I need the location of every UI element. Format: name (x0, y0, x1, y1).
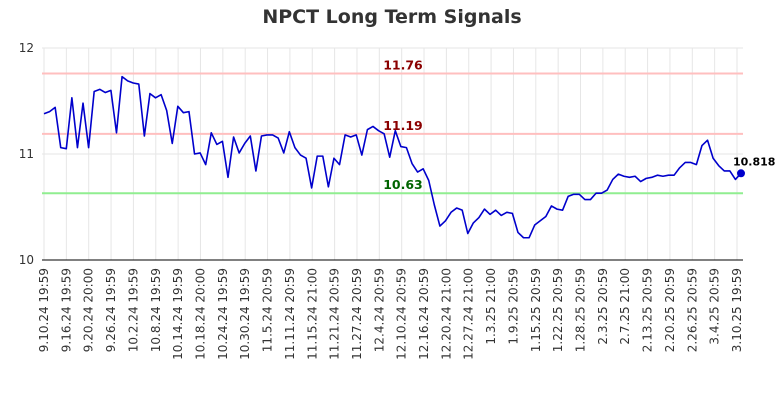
x-tick-label: 11.5.24 20:59 (261, 268, 275, 352)
x-tick-label: 2.13.25 20:59 (641, 268, 655, 352)
chart-title: NPCT Long Term Signals (262, 6, 522, 28)
x-tick-label: 1.15.25 20:59 (529, 268, 543, 352)
x-tick-label: 12.16.24 20:59 (417, 268, 431, 360)
x-tick-label: 11.21.24 20:59 (328, 268, 342, 360)
x-tick-label: 2.7.25 21:00 (618, 268, 632, 345)
x-tick-label: 9.10.24 19:59 (37, 268, 51, 352)
reference-line-label: 11.76 (383, 57, 423, 72)
y-tick-label: 12 (19, 41, 34, 55)
x-tick-label: 10.30.24 19:59 (238, 268, 252, 360)
x-tick-label: 12.20.24 21:00 (439, 268, 453, 360)
x-tick-label: 12.27.24 21:00 (462, 268, 476, 360)
x-tick-label: 1.9.25 20:59 (506, 268, 520, 345)
x-tick-label: 9.20.24 20:00 (82, 268, 96, 352)
x-tick-label: 2.20.25 20:59 (663, 268, 677, 352)
x-tick-label: 10.24.24 19:59 (216, 268, 230, 360)
series-line (43, 75, 742, 239)
x-tick-label: 3.4.25 20:59 (708, 268, 722, 345)
x-tick-label: 10.14.24 19:59 (171, 268, 185, 360)
reference-line-label: 11.19 (383, 118, 423, 133)
y-tick-label: 11 (19, 147, 34, 161)
x-tick-label: 11.27.24 20:59 (350, 268, 364, 360)
x-tick-label: 2.3.25 20:59 (596, 268, 610, 345)
x-tick-label: 10.8.24 19:59 (149, 268, 163, 352)
last-point-marker (737, 169, 745, 178)
x-tick-label: 10.2.24 19:59 (126, 268, 140, 352)
last-value-label: 10.818 (733, 155, 775, 168)
x-tick-label: 1.28.25 20:59 (574, 268, 588, 352)
x-tick-label: 1.22.25 20:59 (551, 268, 565, 352)
x-tick-label: 11.15.24 21:00 (305, 268, 319, 360)
x-tick-label: 3.10.25 19:59 (730, 268, 744, 352)
x-tick-label: 1.3.25 21:00 (484, 268, 498, 345)
x-tick-label: 12.4.24 20:59 (372, 268, 386, 352)
reference-line-label: 10.63 (383, 177, 423, 192)
x-tick-label: 2.26.25 20:59 (685, 268, 699, 352)
x-tick-label: 10.18.24 20:00 (193, 268, 207, 360)
x-tick-label: 11.11.24 20:59 (283, 268, 297, 360)
y-tick-label: 10 (19, 253, 34, 267)
x-tick-label: 12.10.24 20:59 (395, 268, 409, 360)
x-tick-label: 9.16.24 19:59 (59, 268, 73, 352)
x-tick-label: 9.26.24 19:59 (104, 268, 118, 352)
